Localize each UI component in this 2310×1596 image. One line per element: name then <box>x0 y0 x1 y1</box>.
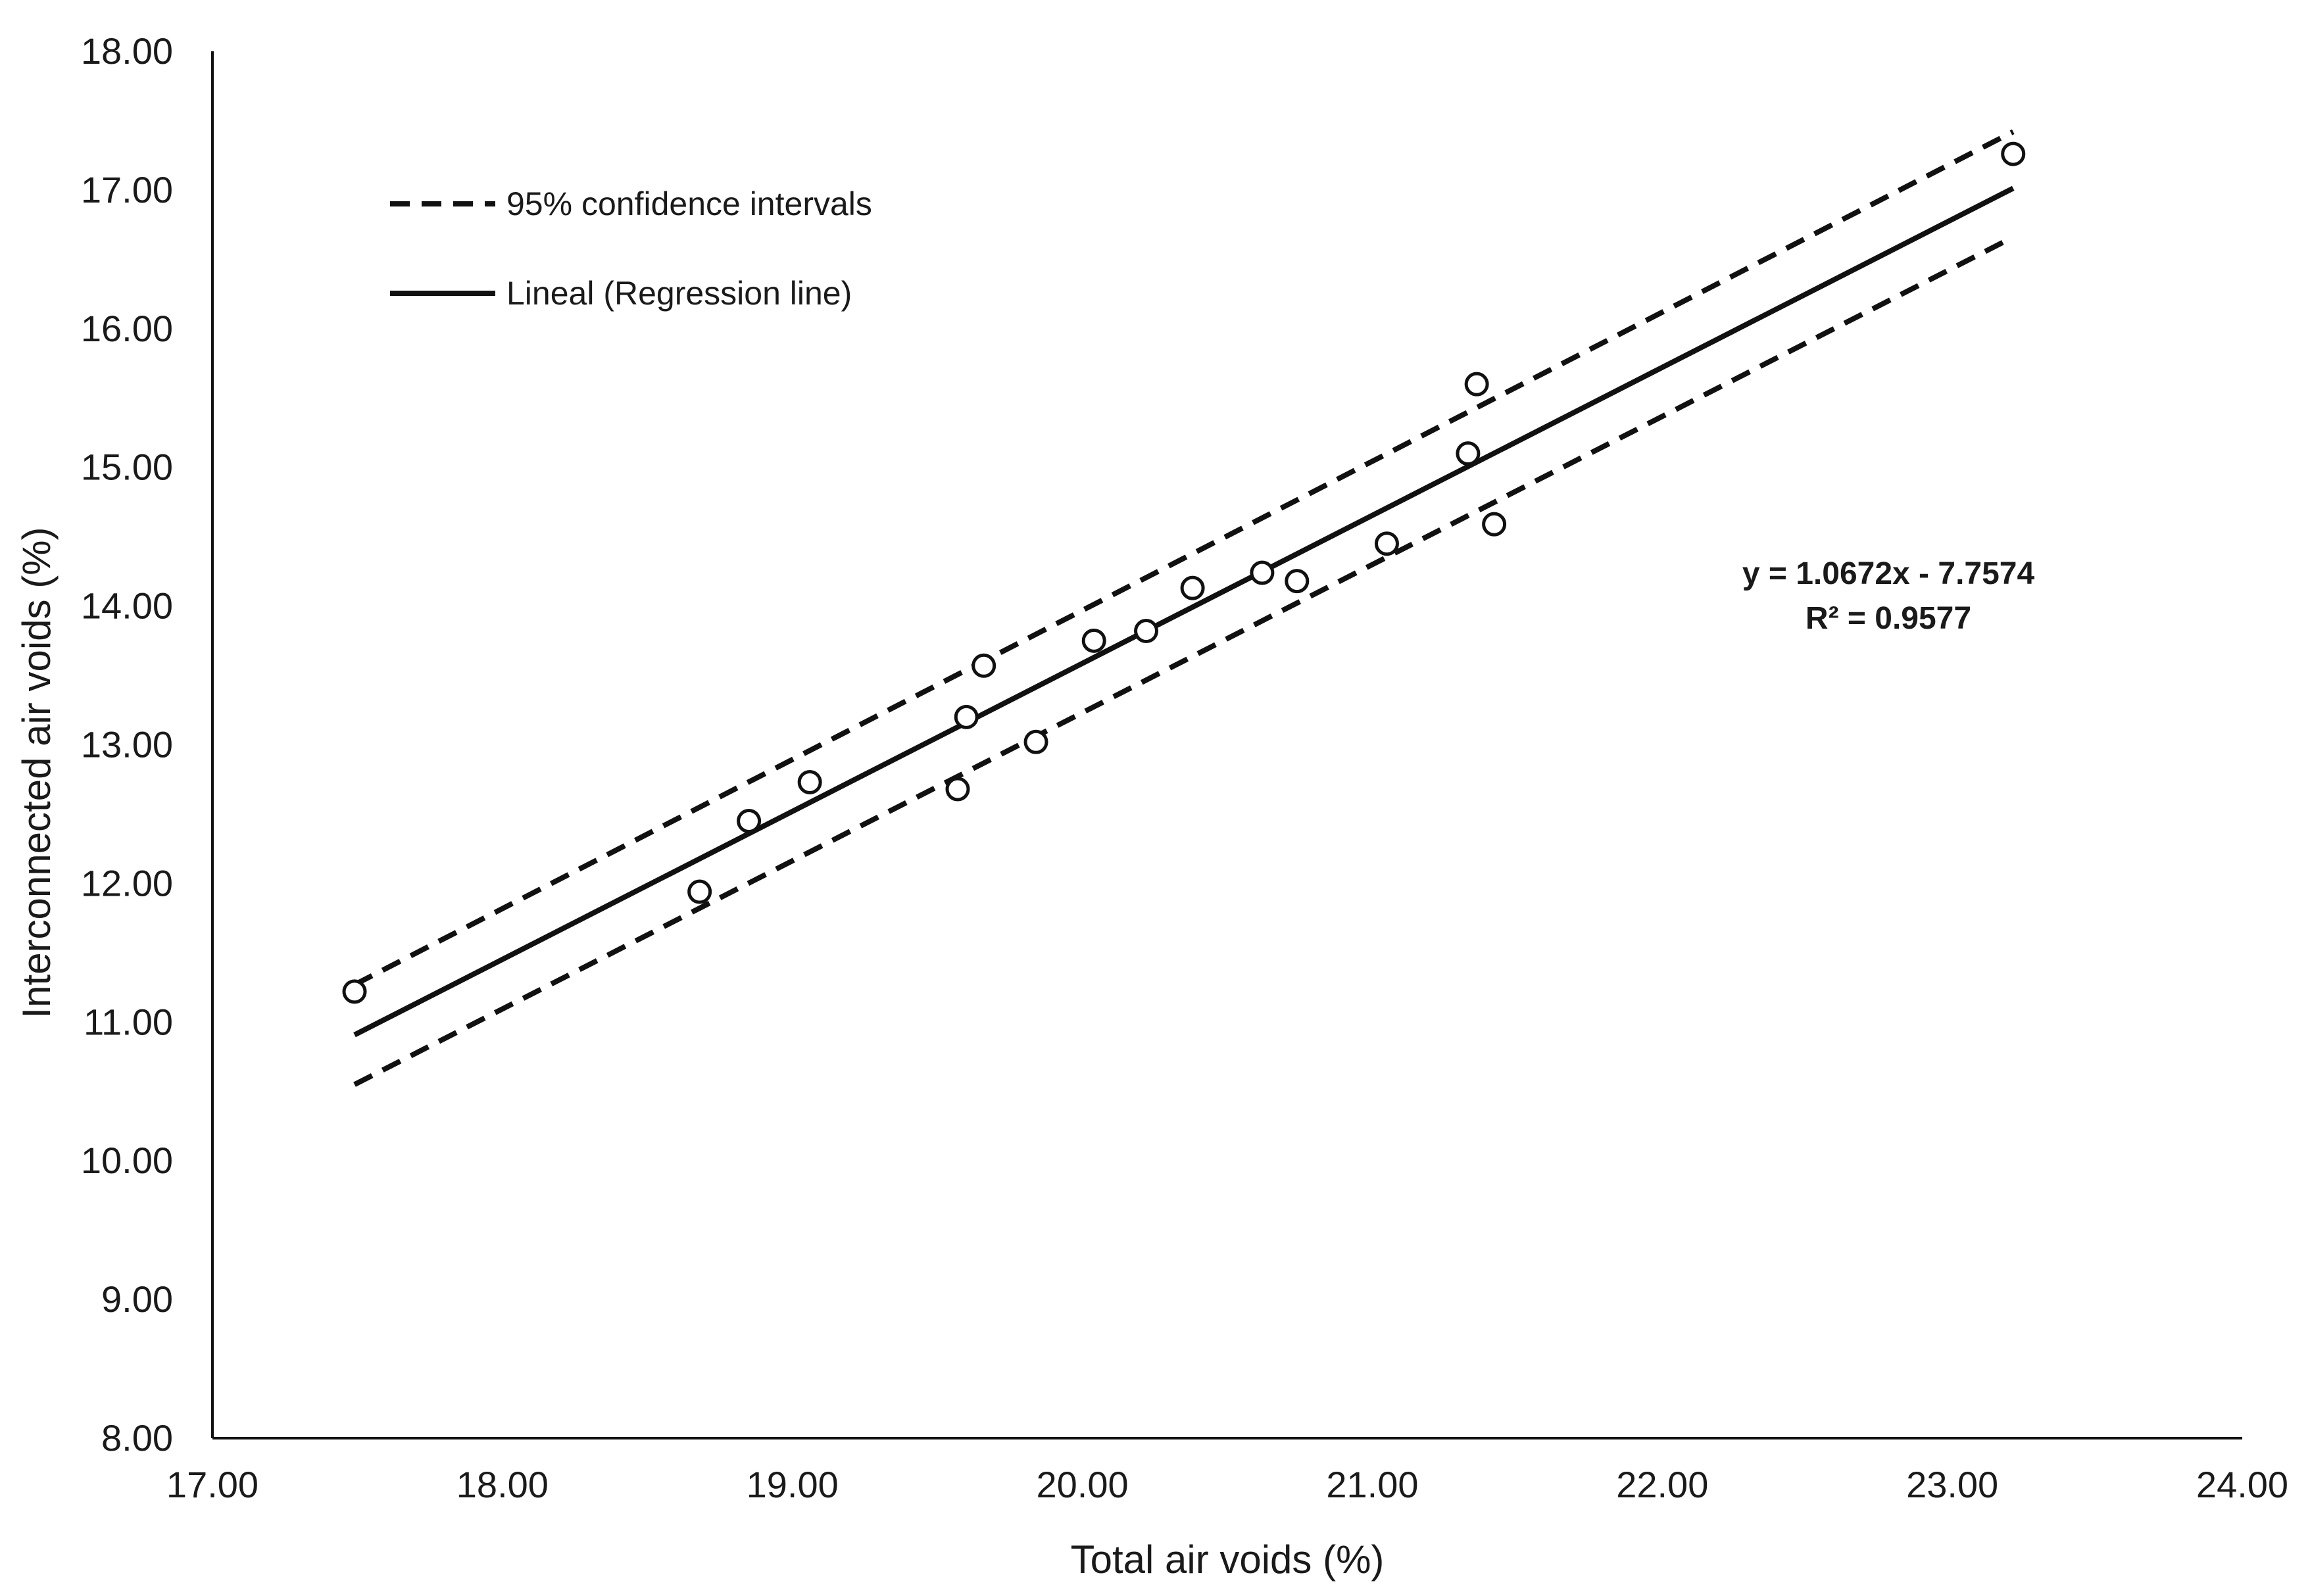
legend-label-regression: Lineal (Regression line) <box>506 275 852 312</box>
ci-upper-line <box>353 129 2015 987</box>
data-point <box>1081 628 1106 653</box>
y-tick-label: 14.00 <box>81 585 173 627</box>
data-point <box>1464 372 1489 397</box>
data-point <box>1482 512 1507 537</box>
data-point <box>971 653 996 678</box>
regression-equation: y = 1.0672x - 7.7574 <box>1742 556 2035 591</box>
x-tick-label: 21.00 <box>1326 1464 1418 1505</box>
data-point <box>954 704 979 729</box>
x-axis-title: Total air voids (%) <box>1071 1537 1385 1582</box>
data-point <box>1134 619 1159 644</box>
y-tick-label: 8.00 <box>101 1417 173 1459</box>
data-point <box>797 769 822 794</box>
axes <box>211 51 2242 1439</box>
data-point <box>2001 141 2026 166</box>
x-tick-label: 22.00 <box>1616 1464 1708 1505</box>
y-tick-label: 13.00 <box>81 724 173 765</box>
tick-labels: 17.00 18.00 19.00 20.00 21.00 22.00 23.00 24.00… <box>81 30 2288 1505</box>
data-point <box>1285 569 1310 594</box>
x-tick-label: 24.00 <box>2196 1464 2288 1505</box>
y-tick-label: 17.00 <box>81 169 173 210</box>
legend: 95% confidence intervals Lineal (Regress… <box>390 185 872 312</box>
y-tick-label: 10.00 <box>81 1140 173 1181</box>
y-tick-label: 12.00 <box>81 862 173 904</box>
y-tick-label: 11.00 <box>84 1001 173 1042</box>
x-tick-label: 19.00 <box>747 1464 839 1505</box>
data-point <box>1023 729 1048 754</box>
data-point <box>687 879 712 904</box>
y-tick-label: 15.00 <box>81 447 173 488</box>
y-tick-label: 16.00 <box>81 308 173 349</box>
r-squared-label: R² = 0.9577 <box>1806 601 1971 636</box>
y-tick-label: 9.00 <box>101 1278 173 1320</box>
data-point <box>737 808 762 833</box>
ci-lower-line <box>353 235 2015 1087</box>
plot-lines <box>353 129 2015 1087</box>
legend-label-confidence: 95% confidence intervals <box>506 185 872 222</box>
x-tick-label: 18.00 <box>456 1464 549 1505</box>
y-axis-title: Interconnected air voids (%) <box>14 527 59 1018</box>
x-tick-label: 17.00 <box>166 1464 258 1505</box>
y-tick-label: 18.00 <box>81 30 173 72</box>
data-point <box>1180 575 1205 600</box>
data-points <box>342 141 2026 1004</box>
data-point <box>1250 560 1275 585</box>
data-point <box>945 777 970 802</box>
data-point <box>1374 531 1399 556</box>
data-point <box>342 979 367 1004</box>
data-point <box>1456 441 1481 466</box>
x-tick-label: 20.00 <box>1037 1464 1129 1505</box>
regression-annotation: y = 1.0672x - 7.7574 R² = 0.9577 <box>1742 556 2035 636</box>
regression-line <box>353 185 2015 1038</box>
x-tick-label: 23.00 <box>1906 1464 1998 1505</box>
